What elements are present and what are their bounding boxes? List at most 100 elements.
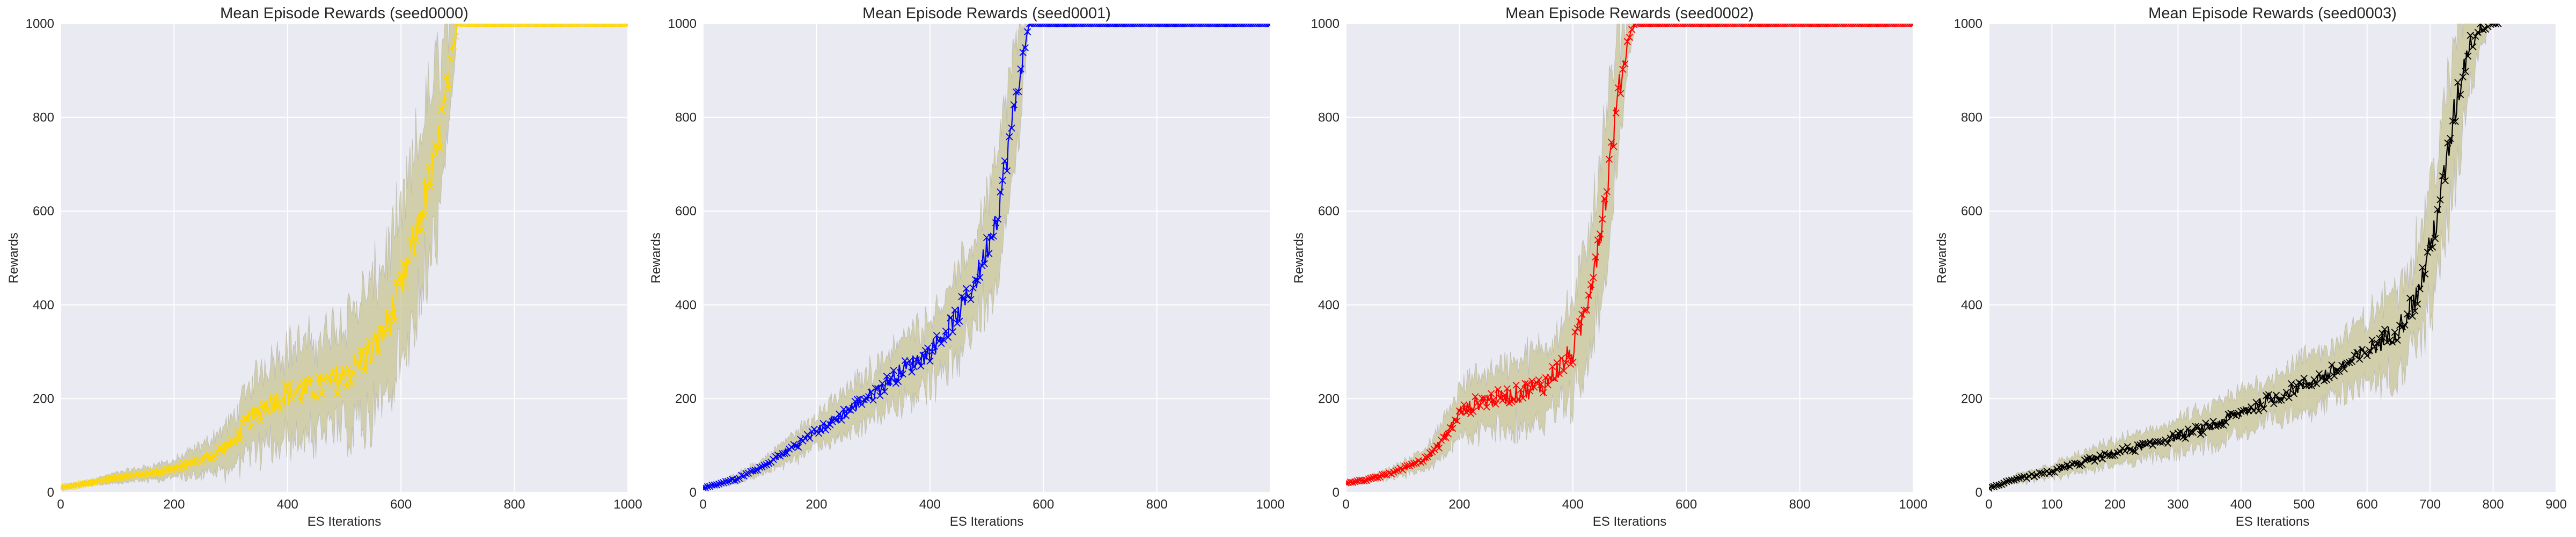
data-point [919, 352, 927, 359]
data-point [806, 434, 814, 442]
data-point [191, 455, 199, 463]
data-point [1431, 446, 1438, 453]
y-tick-label: 400 [675, 298, 697, 313]
data-point [2353, 349, 2361, 356]
data-point [2406, 294, 2414, 302]
data-point [2263, 392, 2270, 400]
data-point [1621, 60, 1629, 68]
data-point [134, 470, 142, 478]
data-point [1481, 394, 1488, 402]
x-tick-label: 500 [2293, 497, 2315, 512]
x-tick-label: 600 [1675, 497, 1697, 512]
data-point [1531, 383, 1538, 391]
data-point [358, 346, 366, 354]
data-point [906, 357, 913, 365]
data-point [318, 390, 325, 398]
data-point [1381, 470, 1388, 478]
y-tick-label: 400 [1318, 298, 1340, 313]
data-point [349, 370, 357, 378]
data-point [1363, 476, 1370, 484]
data-point [722, 477, 729, 485]
data-point [438, 106, 445, 113]
data-point [2156, 438, 2164, 446]
data-point [1483, 403, 1490, 411]
data-point [288, 395, 296, 402]
data-point [2462, 68, 2469, 75]
data-point [436, 144, 443, 151]
y-tick-label: 600 [675, 204, 697, 219]
data-point [751, 467, 759, 474]
data-point [2328, 361, 2336, 369]
data-point [949, 328, 956, 336]
data-point [1019, 49, 1027, 56]
data-point [1909, 24, 1913, 27]
data-point [431, 141, 439, 149]
data-point [354, 358, 362, 366]
data-point [440, 98, 448, 105]
data-point [2404, 310, 2411, 318]
data-point [1535, 376, 1543, 384]
data-point [2371, 343, 2379, 351]
data-point [1479, 395, 1486, 402]
data-point [2456, 91, 2464, 98]
x-tick-label: 200 [806, 497, 827, 512]
data-point [2368, 336, 2376, 344]
data-point [313, 394, 321, 401]
data-point [1526, 387, 1534, 395]
data-point [170, 465, 178, 473]
data-point [418, 226, 425, 234]
data-point [1599, 215, 1606, 223]
y-tick-label: 1000 [26, 17, 54, 31]
data-point [2131, 448, 2139, 455]
x-tick-label: 1000 [613, 497, 642, 512]
data-point [622, 24, 628, 27]
data-point [2300, 374, 2308, 382]
data-point [286, 379, 294, 387]
data-point [760, 461, 768, 469]
data-point [1626, 33, 1634, 41]
data-point [1015, 88, 1022, 96]
y-tick-label: 200 [33, 391, 54, 406]
data-point [956, 317, 963, 325]
data-point [1623, 38, 1631, 45]
data-point [2444, 139, 2451, 147]
data-point [1267, 24, 1270, 27]
data-point [420, 212, 428, 219]
data-point [962, 285, 970, 293]
x-tick-label: 800 [1146, 497, 1168, 512]
data-point [2265, 391, 2273, 398]
std-band [61, 24, 628, 490]
x-tick-label: 600 [1033, 497, 1054, 512]
data-point [992, 219, 1000, 227]
data-point [990, 232, 997, 240]
data-point [985, 250, 993, 257]
data-point [368, 357, 375, 364]
data-point [965, 292, 972, 300]
y-axis-label: Rewards [6, 233, 21, 284]
data-point [225, 441, 232, 448]
x-tick-label: 0 [699, 497, 706, 512]
data-point [2048, 468, 2056, 476]
data-point [1544, 381, 1552, 389]
x-tick-label: 300 [2167, 497, 2189, 512]
data-point [1449, 425, 1457, 432]
data-point [742, 470, 750, 477]
data-point [186, 459, 194, 467]
x-tick-label: 800 [1789, 497, 1811, 512]
y-tick-label: 800 [1318, 111, 1340, 125]
data-point [1596, 230, 1604, 238]
data-point [2469, 43, 2477, 50]
data-point [306, 374, 314, 382]
data-point [2472, 32, 2479, 40]
data-point [2288, 380, 2295, 388]
data-point [293, 388, 301, 395]
data-point [944, 333, 952, 341]
plot-area [61, 24, 628, 492]
data-point [211, 453, 219, 460]
data-point [340, 368, 348, 376]
data-point [2464, 52, 2472, 60]
data-point [842, 412, 850, 419]
data-point [2212, 423, 2220, 430]
data-point [393, 279, 400, 286]
data-point [172, 464, 180, 471]
